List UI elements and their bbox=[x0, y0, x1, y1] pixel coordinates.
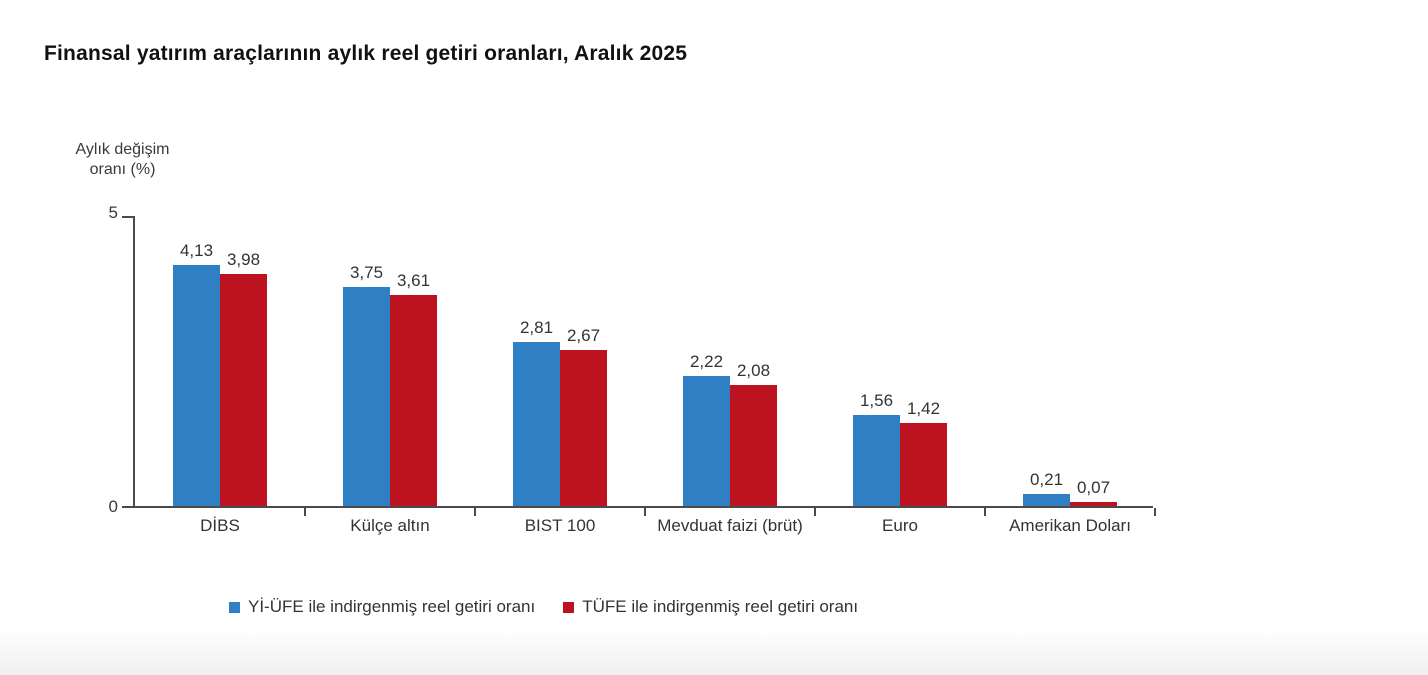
bar-yi-ufe-4: 1,56 bbox=[853, 391, 900, 506]
x-axis-tick bbox=[1154, 508, 1156, 516]
bar-group-5: 0,21 0,07 Amerikan Doları bbox=[985, 214, 1156, 535]
x-category-label: Amerikan Doları bbox=[1009, 516, 1131, 535]
bar-yi-ufe-2: 2,81 bbox=[513, 318, 560, 506]
legend-swatch-red-icon bbox=[563, 601, 575, 613]
bar-tufe-0: 3,98 bbox=[220, 250, 267, 506]
bar-tufe-5: 0,07 bbox=[1070, 478, 1117, 506]
bar-tufe-4: 1,42 bbox=[900, 399, 947, 506]
x-category-label: BIST 100 bbox=[524, 516, 596, 535]
y-tick-label-0: 0 bbox=[108, 497, 118, 516]
legend-label-tufe: TÜFE ile indirgenmiş reel getiri oranı bbox=[582, 597, 859, 616]
bar-value-label: 1,42 bbox=[906, 399, 941, 418]
legend-swatch-blue-icon bbox=[229, 601, 240, 613]
y-axis-title-line1: Aylık değişim bbox=[75, 141, 170, 158]
bar-group-3: 2,22 2,08 Mevduat faizi (brüt) bbox=[645, 214, 816, 535]
y-tick-label-5: 5 bbox=[108, 203, 118, 222]
y-axis-title: Aylık değişim oranı (%) bbox=[55, 140, 190, 180]
bar-value-label: 2,08 bbox=[736, 361, 771, 380]
plot-area: 4,13 3,98 DİBS 3,75 3,61 Külçe altın 2,81 2,67 B… bbox=[133, 214, 1156, 535]
bar-group-1: 3,75 3,61 Külçe altın bbox=[305, 214, 476, 535]
x-axis-tick bbox=[814, 508, 816, 516]
bar-value-label: 2,22 bbox=[689, 352, 724, 371]
x-category-label: Mevduat faizi (brüt) bbox=[657, 516, 803, 535]
bar-value-label: 2,81 bbox=[519, 318, 554, 337]
bar-yi-ufe-3: 2,22 bbox=[683, 352, 730, 506]
bar-tufe-2: 2,67 bbox=[560, 326, 607, 506]
y-tick-mark-5 bbox=[122, 216, 133, 218]
bar-group-0: 4,13 3,98 DİBS bbox=[135, 214, 306, 535]
x-axis-tick bbox=[474, 508, 476, 516]
x-category-label: Euro bbox=[882, 516, 918, 535]
x-axis-tick bbox=[984, 508, 986, 516]
bar-value-label: 0,07 bbox=[1076, 478, 1111, 497]
y-tick-mark-0 bbox=[122, 506, 133, 508]
bar-yi-ufe-1: 3,75 bbox=[343, 263, 390, 506]
bar-yi-ufe-0: 4,13 bbox=[173, 241, 220, 506]
bar-group-2: 2,81 2,67 BIST 100 bbox=[475, 214, 646, 535]
bar-value-label: 2,67 bbox=[566, 326, 601, 345]
bar-tufe-3: 2,08 bbox=[730, 361, 777, 506]
bar-tufe-1: 3,61 bbox=[390, 271, 437, 506]
legend-label-yi-ufe: Yİ-ÜFE ile indirgenmiş reel getiri oranı bbox=[248, 597, 536, 616]
bar-value-label: 3,98 bbox=[226, 250, 261, 269]
bar-group-4: 1,56 1,42 Euro bbox=[815, 214, 986, 535]
page-title: Finansal yatırım araçlarının aylık reel … bbox=[44, 42, 688, 65]
bar-value-label: 1,56 bbox=[859, 391, 894, 410]
bar-yi-ufe-5: 0,21 bbox=[1023, 470, 1070, 506]
x-axis-tick bbox=[304, 508, 306, 516]
x-category-label: Külçe altın bbox=[350, 516, 430, 535]
x-category-label: DİBS bbox=[200, 516, 240, 535]
bar-value-label: 0,21 bbox=[1029, 470, 1064, 489]
legend-item-tufe: TÜFE ile indirgenmiş reel getiri oranı bbox=[563, 597, 858, 617]
x-axis-tick bbox=[644, 508, 646, 516]
bar-value-label: 4,13 bbox=[179, 241, 214, 260]
legend-item-yi-ufe: Yİ-ÜFE ile indirgenmiş reel getiri oranı bbox=[229, 597, 535, 617]
chart-legend: Yİ-ÜFE ile indirgenmiş reel getiri oranı… bbox=[229, 597, 858, 617]
bar-value-label: 3,75 bbox=[349, 263, 384, 282]
bar-value-label: 3,61 bbox=[396, 271, 431, 290]
y-axis-title-line2: oranı (%) bbox=[89, 161, 156, 178]
